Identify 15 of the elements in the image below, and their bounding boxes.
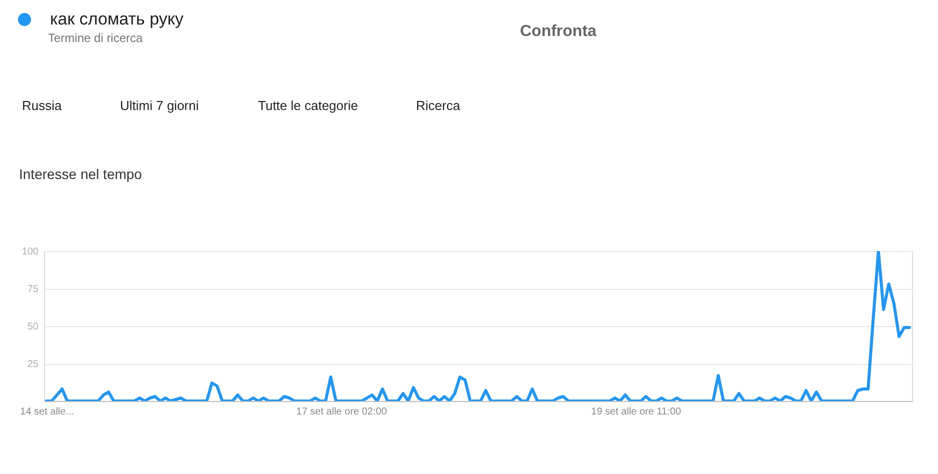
legend-label: как сломать руку bbox=[50, 10, 184, 28]
text: Russia bbox=[22, 98, 63, 113]
text: Termine di ricerca bbox=[48, 31, 144, 45]
y-tick-label: 75 bbox=[27, 284, 39, 295]
y-tick-label: 100 bbox=[22, 246, 39, 258]
x-tick-label: 19 set alle ore 11:00 bbox=[591, 406, 682, 418]
text: Ricerca bbox=[416, 98, 461, 113]
text: Confronta bbox=[520, 23, 597, 40]
y-tick-label: 25 bbox=[27, 359, 39, 370]
x-tick-label: 17 set alle ore 02:00 bbox=[296, 406, 388, 418]
y-tick-label: 50 bbox=[27, 322, 39, 332]
text: Tutte le categorie bbox=[258, 98, 358, 113]
text: Ultimi 7 giorni bbox=[120, 98, 199, 113]
x-tick-label: 14 set alle... bbox=[20, 406, 74, 418]
chart-title: Interesse nel tempo bbox=[19, 166, 142, 182]
